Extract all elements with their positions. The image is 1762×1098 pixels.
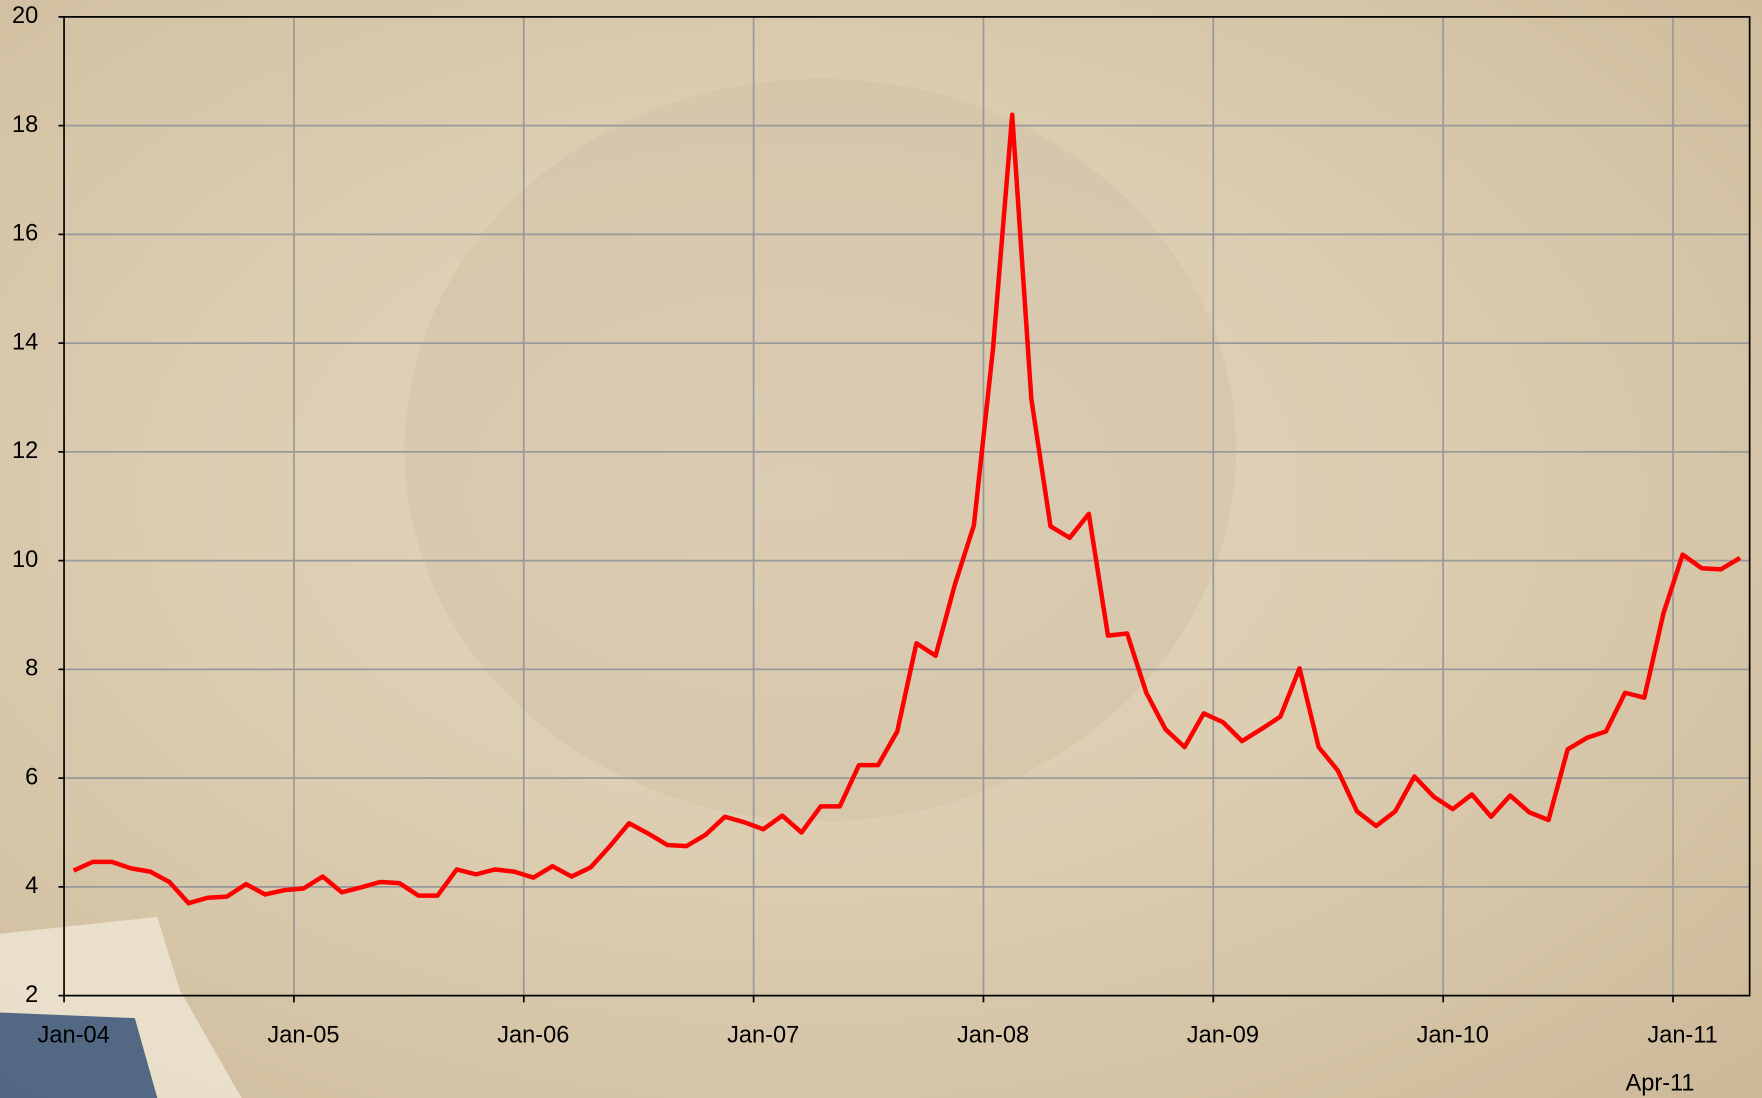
y-tick-label: 16: [12, 221, 38, 247]
x-tick-label: Jan-07: [727, 1022, 799, 1048]
x-tick-label: Jan-05: [267, 1022, 339, 1048]
y-tick-label: 2: [25, 982, 38, 1008]
y-tick-label: 12: [12, 438, 38, 464]
plot-border: [63, 16, 1751, 997]
background-decoration: [0, 1012, 158, 1098]
background-decoration: [404, 78, 1237, 822]
data-line: [72, 112, 1742, 906]
y-tick-label: 20: [12, 3, 38, 29]
y-tick-label: 18: [12, 112, 38, 138]
x-tick-label: Jan-06: [497, 1022, 569, 1048]
x-tick-label: Jan-11: [1647, 1022, 1717, 1048]
x-tick-label: Jan-09: [1187, 1022, 1259, 1048]
y-tick-label: 10: [12, 547, 38, 573]
x-tick-label: Apr-11: [1625, 1071, 1694, 1097]
x-tick-label: Jan-10: [1417, 1022, 1489, 1048]
y-tick-label: 8: [25, 656, 38, 682]
x-tick-label: Jan-08: [957, 1022, 1029, 1048]
x-tick-label: Jan-04: [38, 1022, 110, 1048]
y-tick-label: 4: [25, 873, 38, 899]
y-tick-label: 6: [25, 764, 38, 790]
y-tick-label: 14: [12, 329, 38, 355]
